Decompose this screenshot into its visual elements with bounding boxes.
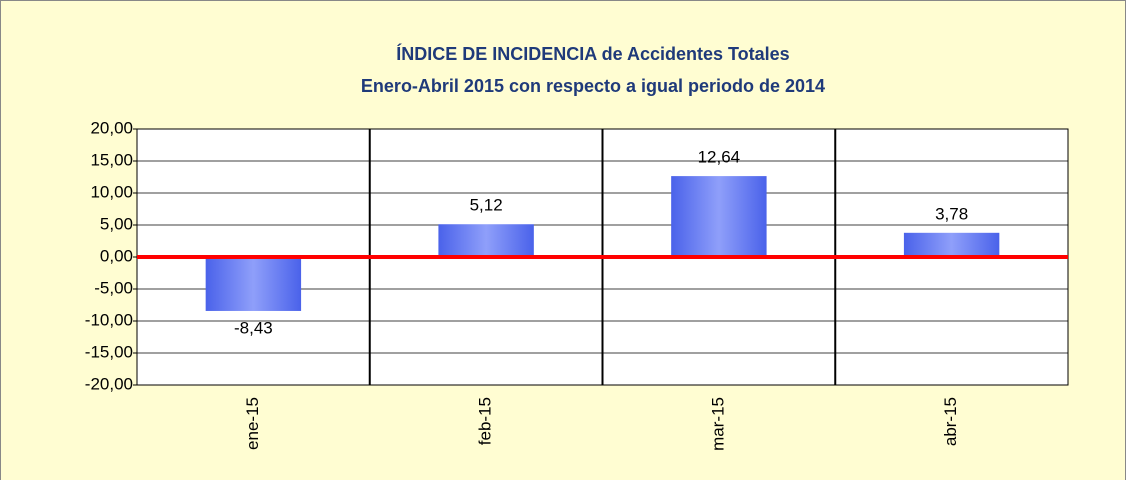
y-tick-label: 10,00: [90, 182, 133, 201]
chart-title: ÍNDICE DE INCIDENCIA de Accidentes Total…: [396, 43, 789, 64]
x-tick-label: abr-15: [941, 397, 960, 446]
bar: [671, 176, 767, 257]
bar: [205, 257, 302, 311]
x-tick-label: ene-15: [243, 397, 262, 450]
bar: [438, 224, 534, 257]
y-tick-label: 0,00: [100, 246, 133, 265]
y-tick-label: -10,00: [85, 310, 133, 329]
data-label: 5,12: [470, 196, 503, 215]
y-tick-label: 5,00: [100, 214, 133, 233]
bar: [903, 232, 1000, 257]
data-label: -8,43: [234, 318, 273, 337]
y-tick-label: -5,00: [94, 278, 133, 297]
chart-subtitle: Enero-Abril 2015 con respecto a igual pe…: [361, 76, 825, 96]
x-tick-label: mar-15: [708, 397, 727, 451]
x-tick-label: feb-15: [476, 397, 495, 445]
y-tick-label: -20,00: [85, 374, 133, 393]
data-label: 3,78: [935, 204, 968, 223]
y-tick-label: -15,00: [85, 342, 133, 361]
y-tick-label: 20,00: [90, 118, 133, 137]
data-label: 12,64: [698, 148, 741, 167]
y-tick-label: 15,00: [90, 150, 133, 169]
